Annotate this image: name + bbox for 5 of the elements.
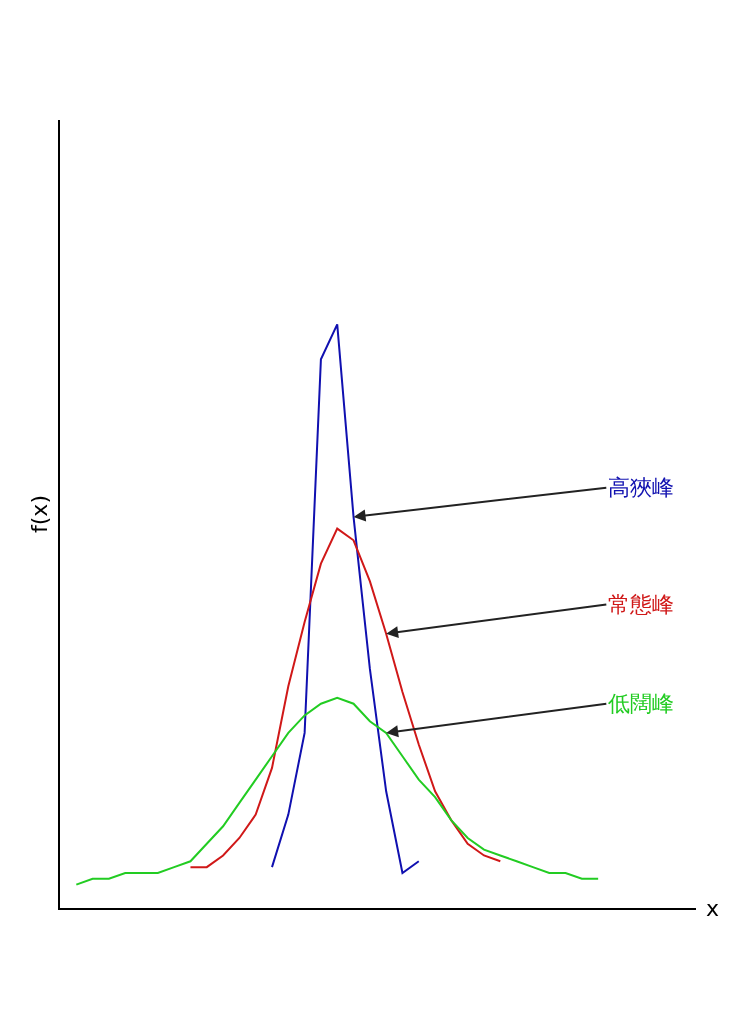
text: 低闊峰 bbox=[608, 691, 674, 716]
text: 常態峰 bbox=[608, 592, 674, 617]
text: 高狹峰 bbox=[608, 475, 674, 500]
y-axis-title: f(x) bbox=[27, 495, 53, 533]
x-axis-title: x bbox=[706, 896, 720, 921]
